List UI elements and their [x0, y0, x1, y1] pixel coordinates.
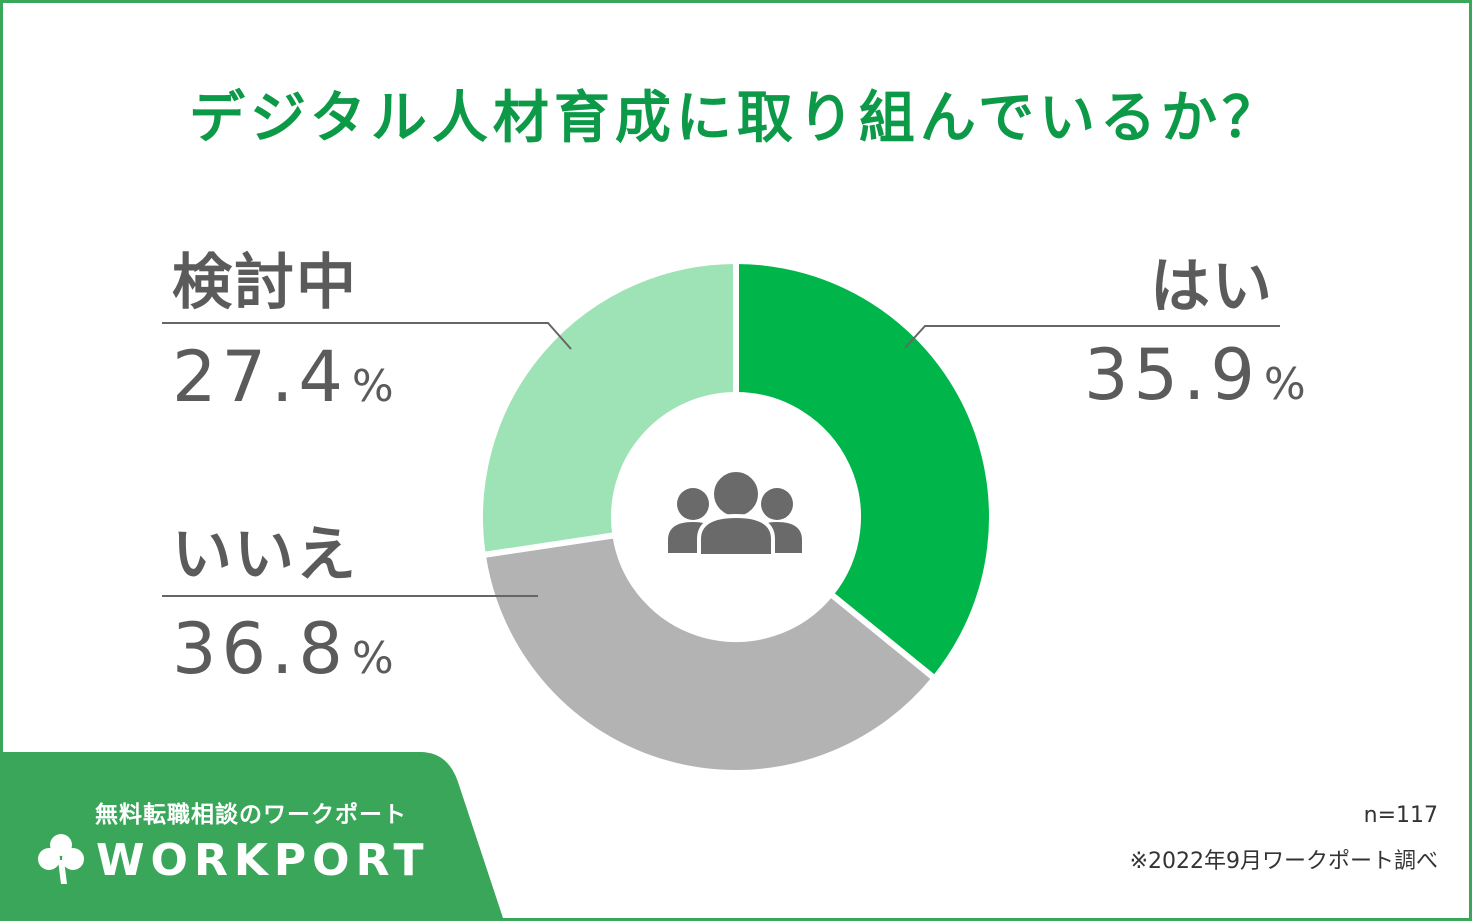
slice-value-hai: 35.9%	[1084, 334, 1306, 416]
source-note: ※2022年9月ワークポート調べ	[1129, 849, 1438, 874]
slice-label-hai: はい	[1150, 252, 1274, 322]
slice-value-iie: 36.8%	[172, 608, 394, 690]
pie-slice-0	[733, 258, 995, 682]
chart-title: デジタル人材育成に取り組んでいるか？	[188, 86, 1284, 151]
clover-logo-icon	[38, 834, 84, 884]
brand-tagline: 無料転職相談のワークポート	[95, 802, 407, 828]
sample-size: n=117	[1363, 803, 1438, 828]
leader-line-kentouchu	[162, 322, 572, 350]
brand-logo-text: WORKPORT	[96, 835, 430, 886]
people-group-icon	[668, 468, 802, 558]
slice-value-kentouchu: 27.4%	[172, 336, 394, 418]
slice-label-iie: いいえ	[172, 520, 358, 590]
leader-line-hai	[904, 325, 1280, 349]
slice-label-kentouchu: 検討中	[172, 248, 358, 318]
pie-slice-2	[477, 258, 739, 559]
pie-slice-1	[479, 532, 938, 776]
